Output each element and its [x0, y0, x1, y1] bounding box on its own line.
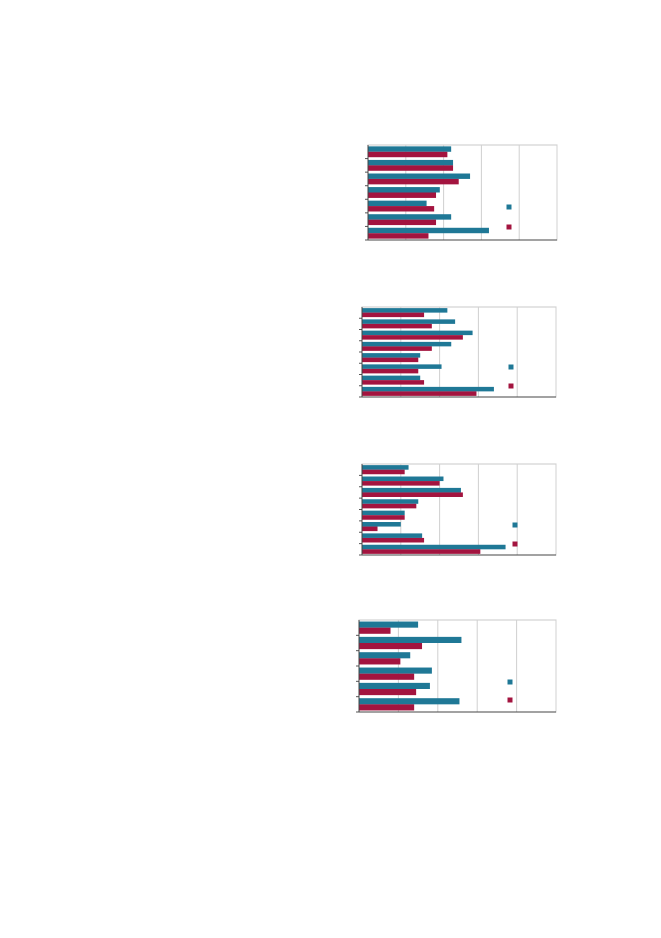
bar: [362, 357, 419, 363]
bar: [368, 227, 489, 234]
bar: [368, 178, 459, 185]
bar: [368, 233, 429, 239]
legend-swatch: [507, 679, 513, 685]
bar: [362, 312, 425, 318]
bar: [362, 492, 463, 497]
bar: [362, 549, 481, 554]
bar: [359, 667, 432, 674]
bar: [362, 503, 417, 509]
bar: [362, 533, 423, 538]
bar: [359, 698, 460, 705]
bar: [368, 146, 452, 152]
bar: [368, 192, 437, 198]
bar: [368, 214, 452, 220]
bar: [362, 364, 442, 369]
bar: [359, 627, 391, 634]
bar: [368, 165, 454, 171]
bar: [362, 368, 419, 374]
bar: [362, 499, 419, 504]
bar: [362, 308, 448, 313]
bar: [362, 515, 405, 520]
bar: [362, 375, 421, 381]
bar: [368, 173, 471, 179]
legend-swatch: [512, 522, 518, 528]
bar: [362, 481, 440, 486]
legend-swatch: [508, 364, 514, 370]
bar: [362, 465, 409, 470]
bar: [368, 200, 427, 207]
bar: [362, 487, 461, 493]
legend-swatch: [507, 697, 513, 703]
bar: [362, 544, 506, 550]
bar: [362, 476, 444, 482]
bar: [359, 682, 430, 689]
bar: [362, 319, 456, 324]
legend-swatch: [506, 204, 512, 210]
bar: [368, 219, 437, 226]
bar: [362, 391, 477, 396]
bar: [362, 469, 405, 475]
bar: [359, 689, 417, 696]
bar: [362, 341, 452, 347]
bar: [362, 335, 463, 340]
bar: [368, 151, 448, 158]
bar: [362, 330, 473, 336]
bar: [359, 704, 415, 711]
bar: [359, 652, 411, 659]
bar: [362, 386, 494, 392]
bar: [362, 346, 432, 351]
bar: [362, 522, 401, 527]
bar: [359, 673, 415, 680]
bar: [359, 658, 401, 665]
bar: [359, 643, 423, 650]
bar: [362, 510, 405, 516]
bar: [359, 621, 419, 628]
bar: [359, 636, 462, 643]
bar: [368, 187, 440, 193]
bar: [362, 323, 432, 329]
legend-swatch: [508, 383, 514, 389]
bar: [362, 380, 425, 385]
bar: [368, 159, 454, 166]
bar: [362, 526, 378, 532]
bar: [362, 537, 425, 543]
legend-swatch: [506, 224, 512, 230]
bar: [362, 353, 421, 358]
bar: [368, 206, 435, 212]
legend-swatch: [512, 541, 518, 547]
